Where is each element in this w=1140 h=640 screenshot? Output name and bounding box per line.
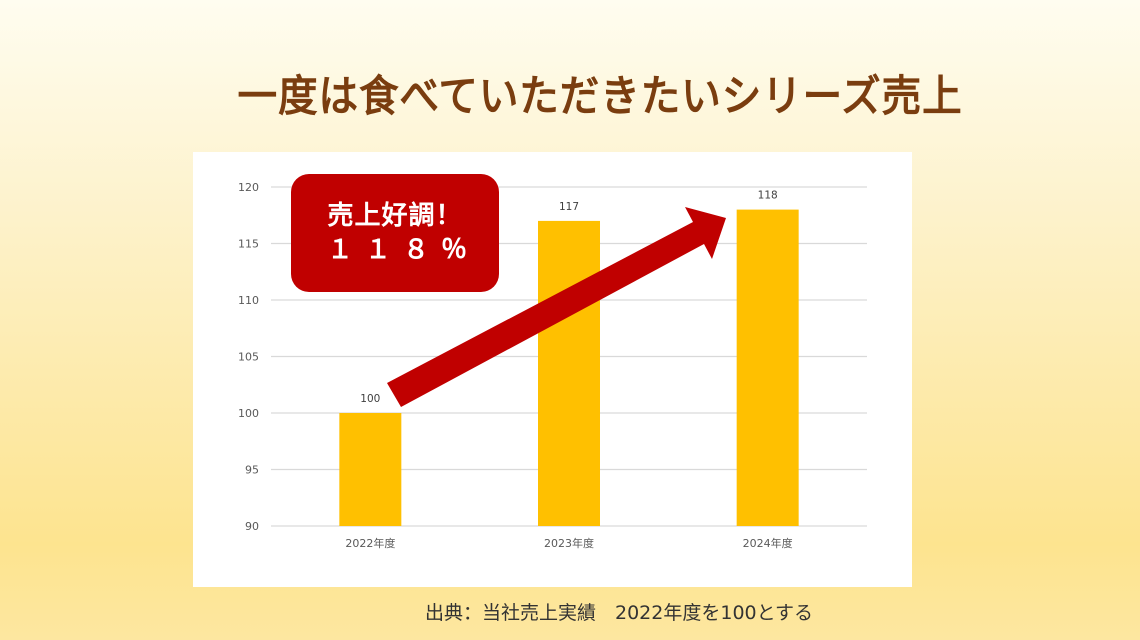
page-title-text: 一度は食べていただきたいシリーズ売上 — [237, 72, 963, 122]
y-axis-ticks: 90 95 100 105 110 115 120 — [238, 181, 259, 533]
source-note: 出典：当社売上実績 2022年度を100とする — [425, 602, 814, 624]
y-tick-label: 95 — [245, 464, 259, 477]
data-label: 117 — [559, 201, 579, 213]
x-axis-ticks: 2022年度 2023年度 2024年度 — [345, 536, 792, 550]
data-label: 100 — [360, 393, 380, 405]
y-tick-label: 90 — [245, 520, 259, 533]
x-tick-label: 2024年度 — [743, 536, 793, 550]
y-tick-label: 115 — [238, 238, 259, 251]
callout-line1: 売上好調！ — [327, 201, 463, 231]
bar — [538, 220, 600, 526]
page-title: 一度は食べていただきたいシリーズ売上 — [0, 62, 1100, 124]
y-tick-label: 100 — [238, 407, 259, 420]
y-tick-label: 105 — [238, 351, 259, 364]
y-tick-label: 120 — [238, 181, 259, 194]
growth-callout-badge: 売上好調！ １１８％ — [291, 174, 499, 292]
bar — [339, 413, 402, 526]
y-tick-label: 110 — [238, 294, 259, 307]
callout-line2: １１８％ — [326, 235, 479, 265]
data-label: 118 — [758, 190, 778, 202]
x-tick-label: 2022年度 — [345, 536, 395, 550]
bar — [736, 209, 799, 526]
x-tick-label: 2023年度 — [544, 536, 594, 550]
